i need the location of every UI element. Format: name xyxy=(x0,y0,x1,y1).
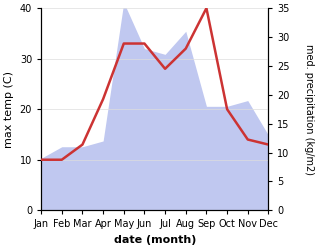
Y-axis label: max temp (C): max temp (C) xyxy=(4,71,14,148)
X-axis label: date (month): date (month) xyxy=(114,235,196,245)
Y-axis label: med. precipitation (kg/m2): med. precipitation (kg/m2) xyxy=(304,44,314,175)
